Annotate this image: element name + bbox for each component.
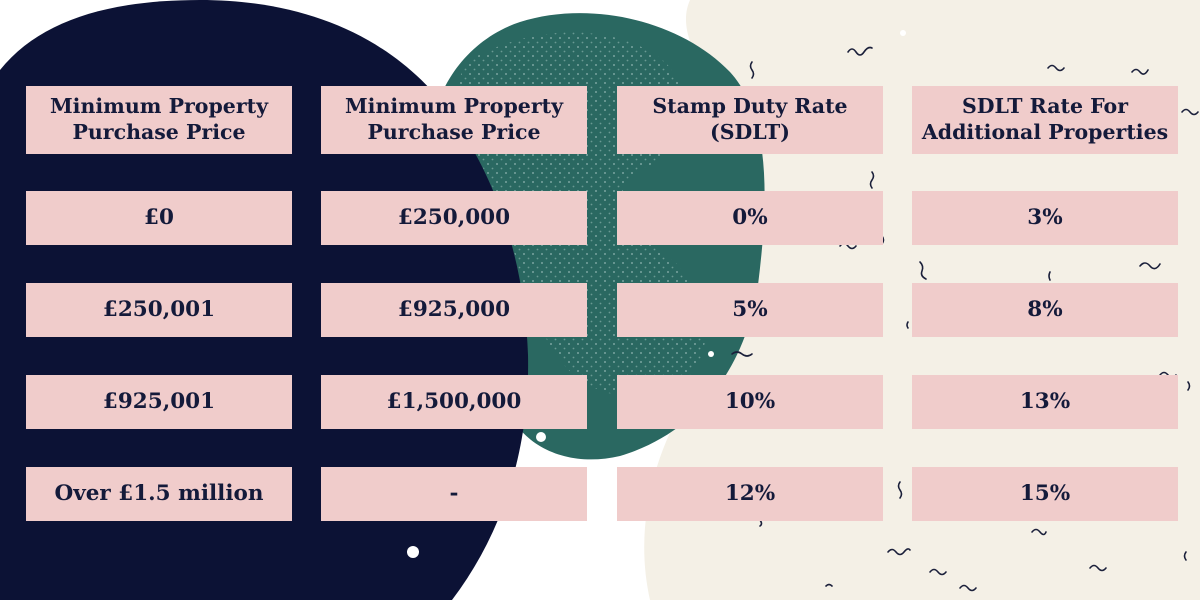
table-cell: 13% bbox=[912, 375, 1178, 429]
header-min-price-2: Minimum Property Purchase Price bbox=[321, 86, 587, 154]
header-sdlt-rate: Stamp Duty Rate (SDLT) bbox=[617, 86, 883, 154]
table-cell: £925,001 bbox=[26, 375, 292, 429]
table-cell: 15% bbox=[912, 467, 1178, 521]
header-min-price: Minimum Property Purchase Price bbox=[26, 86, 292, 154]
table-cell: 0% bbox=[617, 191, 883, 245]
table-cell: £250,000 bbox=[321, 191, 587, 245]
table-cell: Over £1.5 million bbox=[26, 467, 292, 521]
table-cell: 8% bbox=[912, 283, 1178, 337]
white-dot bbox=[708, 351, 714, 357]
table-cell: £0 bbox=[26, 191, 292, 245]
table-cell: 12% bbox=[617, 467, 883, 521]
table-cell: £250,001 bbox=[26, 283, 292, 337]
table-cell: £1,500,000 bbox=[321, 375, 587, 429]
table-cell: 3% bbox=[912, 191, 1178, 245]
table-cell: £925,000 bbox=[321, 283, 587, 337]
white-dot bbox=[536, 432, 546, 442]
header-additional-rate: SDLT Rate For Additional Properties bbox=[912, 86, 1178, 154]
white-dot bbox=[900, 30, 906, 36]
table-cell: - bbox=[321, 467, 587, 521]
table-cell: 5% bbox=[617, 283, 883, 337]
white-dot bbox=[407, 546, 419, 558]
table-cell: 10% bbox=[617, 375, 883, 429]
